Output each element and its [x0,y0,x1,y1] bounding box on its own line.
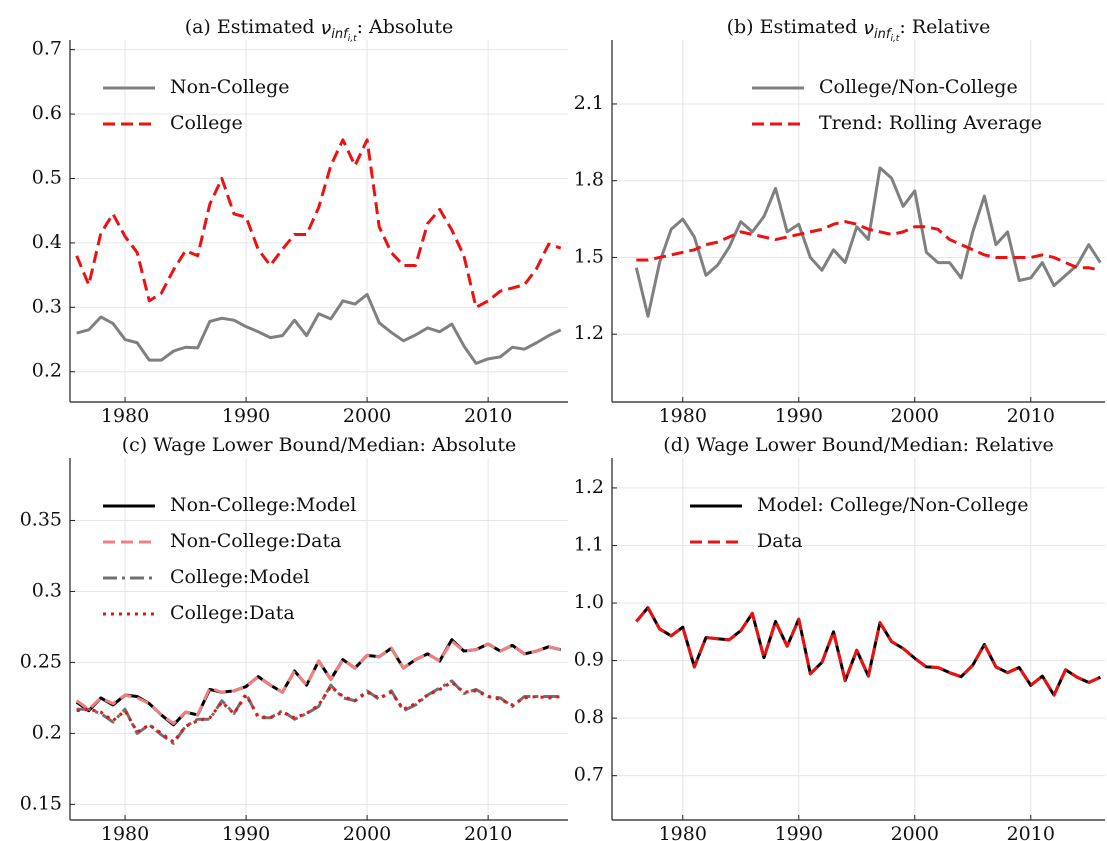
panel: (a) Estimated νinfi,t: Absolute 1980 1990 2… [32,16,568,427]
title-text: : Relative [899,16,990,38]
y-tick-label: 1.2 [574,476,604,498]
x-tick-label: 2010 [1007,823,1055,841]
x-tick-label: 1990 [222,823,270,841]
legend-label: College/Non-College [819,76,1018,98]
data-line [635,606,1101,697]
legend-label: Non-College:Data [170,530,341,552]
legend-label: Non-College [170,76,290,98]
x-tick-label: 1980 [101,405,149,427]
y-tick-label: 0.6 [32,102,62,124]
y-tick-label: 0.2 [32,360,62,382]
title-text: : Absolute [357,16,454,38]
y-tick-label: 1.0 [574,591,604,613]
y-tick-label: 1.8 [574,169,604,191]
x-tick-label: 1990 [775,405,823,427]
panel: (d) Wage Lower Bound/Median: Relative 198… [574,434,1105,841]
x-tick-label: 1980 [659,405,707,427]
y-tick-label: 0.7 [574,764,604,786]
y-tick-label: 1.1 [574,533,604,555]
data-line [76,679,561,745]
title-sub: inf [331,27,350,42]
data-line [76,292,562,365]
panel-title: (b) Estimated νinfi,t: Relative [727,16,991,44]
legend-label: Data [757,530,803,552]
legend-label: College:Data [170,602,295,624]
x-tick-label: 2000 [343,405,391,427]
panel: (c) Wage Lower Bound/Median: Absolute 198… [20,434,568,841]
x-tick-label: 2000 [343,823,391,841]
x-tick-label: 2010 [1007,405,1055,427]
legend-label: Trend: Rolling Average [819,112,1042,134]
panel-title: (c) Wage Lower Bound/Median: Absolute [122,434,517,456]
title-subsub: i,t [890,34,899,44]
panel: (b) Estimated νinfi,t: Relative 1980 1990 2… [574,16,1105,427]
y-tick-label: 0.4 [32,231,62,253]
y-tick-label: 1.2 [574,322,604,344]
y-tick-label: 0.35 [20,508,62,530]
title-symbol: ν [863,17,874,39]
data-line [75,138,562,309]
y-tick-label: 0.25 [20,650,62,672]
title-symbol: ν [321,17,332,39]
x-tick-label: 1980 [659,823,707,841]
legend-label: Non-College:Model [170,494,356,516]
x-tick-label: 1990 [222,405,270,427]
y-tick-label: 0.9 [574,649,604,671]
y-tick-label: 0.7 [32,38,62,60]
y-tick-label: 0.3 [32,579,62,601]
title-subsub: i,t [348,34,357,44]
data-line [75,639,562,725]
x-tick-label: 2010 [464,405,512,427]
legend-label: Model: College/Non-College [757,494,1029,516]
y-tick-label: 0.5 [32,166,62,188]
title-text: (b) Estimated [727,16,864,38]
y-tick-label: 0.8 [574,706,604,728]
x-tick-label: 2000 [891,823,939,841]
data-line [634,166,1102,318]
y-tick-label: 1.5 [574,245,604,267]
data-line [636,220,1101,272]
x-tick-label: 1980 [101,823,149,841]
panel-title: (a) Estimated νinfi,t: Absolute [185,16,454,44]
x-tick-label: 1990 [775,823,823,841]
y-tick-label: 0.3 [32,295,62,317]
legend-label: College [170,112,243,134]
y-tick-label: 2.1 [574,92,604,114]
x-tick-label: 2000 [891,405,939,427]
panel-title: (d) Wage Lower Bound/Median: Relative [663,434,1053,456]
title-sub: inf [874,27,893,42]
y-tick-label: 0.15 [20,792,62,814]
legend-label: College:Model [170,566,310,588]
x-tick-label: 2010 [464,823,512,841]
y-tick-label: 0.2 [32,721,62,743]
title-text: (a) Estimated [185,16,321,38]
